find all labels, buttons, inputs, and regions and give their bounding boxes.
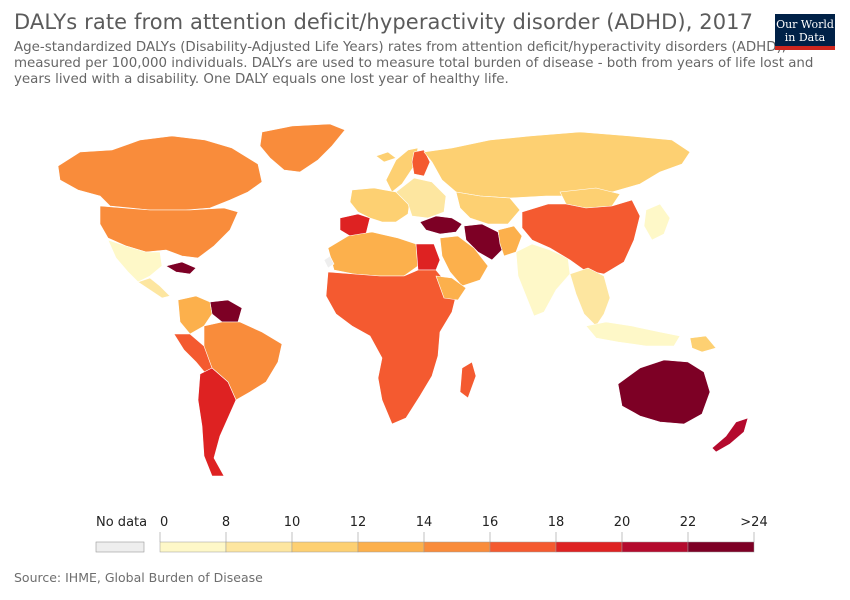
region-russia[interactable]	[423, 131, 691, 199]
region-venezuela-guianas[interactable]	[209, 299, 243, 323]
region-caribbean[interactable]	[165, 261, 197, 275]
legend-tick-label: 8	[222, 515, 230, 530]
region-sub-saharan-africa[interactable]	[325, 269, 457, 425]
no-data-swatch	[95, 541, 145, 553]
region-canada[interactable]	[57, 135, 263, 211]
region-antarctic-no-data	[323, 255, 335, 269]
chart-subtitle: Age-standardized DALYs (Disability-Adjus…	[14, 40, 814, 87]
legend-bin[interactable]	[621, 541, 689, 553]
region-colombia[interactable]	[177, 295, 213, 335]
region-china[interactable]	[521, 199, 641, 275]
legend-tick-label: 18	[548, 515, 565, 530]
region-australia[interactable]	[617, 359, 711, 425]
owid-logo[interactable]: Our World in Data	[775, 14, 835, 50]
region-usa[interactable]	[99, 205, 239, 259]
world-map-svg	[57, 123, 749, 477]
region-eastern-europe[interactable]	[395, 177, 447, 219]
legend-tick-label: 14	[416, 515, 433, 530]
logo-line-1: Our World	[776, 18, 834, 31]
region-iberia[interactable]	[339, 213, 371, 237]
logo-line-2: in Data	[784, 31, 826, 44]
legend-bin[interactable]	[555, 541, 623, 553]
legend-bin[interactable]	[357, 541, 425, 553]
legend-bin[interactable]	[687, 541, 755, 553]
region-southeast-asia[interactable]	[569, 267, 611, 327]
region-ethiopia[interactable]	[435, 275, 467, 301]
region-iceland[interactable]	[375, 151, 397, 163]
region-india[interactable]	[515, 243, 571, 317]
region-finland[interactable]	[411, 149, 431, 177]
region-japan-korea[interactable]	[643, 203, 671, 241]
region-greenland[interactable]	[259, 123, 346, 173]
region-madagascar[interactable]	[459, 361, 477, 399]
legend-bin[interactable]	[489, 541, 557, 553]
region-turkey-levant[interactable]	[419, 215, 463, 235]
region-iran[interactable]	[463, 223, 503, 261]
legend-tick-label: 16	[482, 515, 499, 530]
region-north-africa[interactable]	[327, 231, 419, 277]
no-data-label: No data	[96, 515, 147, 530]
region-indonesia[interactable]	[585, 321, 681, 347]
source-note: Source: IHME, Global Burden of Disease	[14, 570, 263, 585]
region-western-europe[interactable]	[349, 187, 411, 223]
world-map	[0, 100, 850, 510]
region-new-zealand[interactable]	[711, 417, 749, 453]
legend-bin[interactable]	[423, 541, 491, 553]
region-argentina-chile[interactable]	[197, 367, 237, 477]
region-png[interactable]	[689, 335, 717, 353]
legend-tick-label: >24	[740, 515, 767, 530]
chart-title: DALYs rate from attention deficit/hypera…	[14, 10, 754, 34]
region-arabian-peninsula[interactable]	[439, 235, 489, 287]
legend-tick-label: 22	[680, 515, 697, 530]
legend-tick-label: 0	[160, 515, 168, 530]
legend-tick-label: 20	[614, 515, 631, 530]
region-central-asia[interactable]	[455, 191, 521, 225]
legend-bin[interactable]	[225, 541, 293, 553]
region-mexico[interactable]	[107, 239, 163, 283]
legend-tick-label: 12	[350, 515, 367, 530]
legend-svg: No data 0 8 10 12 14 16 18 20 22 >24	[95, 515, 768, 553]
region-egypt[interactable]	[415, 243, 441, 271]
legend-bin[interactable]	[159, 541, 227, 553]
region-central-america[interactable]	[137, 277, 171, 299]
legend-bin[interactable]	[291, 541, 359, 553]
legend-tick-label: 10	[284, 515, 301, 530]
color-legend: No data 0 8 10 12 14 16 18 20 22 >24	[0, 510, 850, 570]
